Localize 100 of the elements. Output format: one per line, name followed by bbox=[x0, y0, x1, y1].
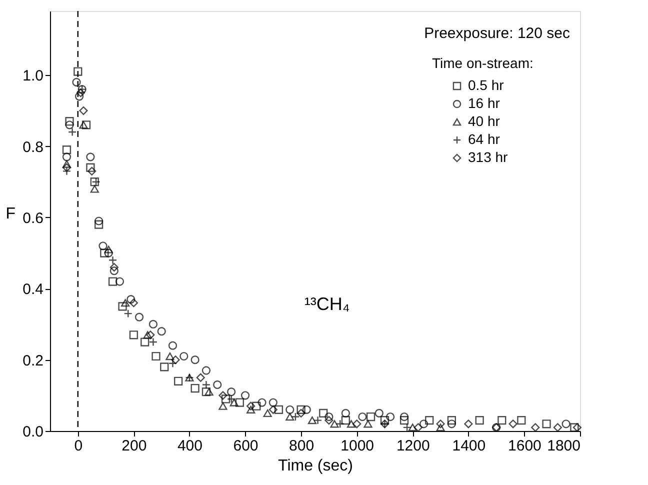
point bbox=[400, 416, 409, 425]
x-tick-label: 1400 bbox=[452, 438, 486, 454]
x-tick-label: 1600 bbox=[508, 438, 542, 454]
point bbox=[341, 416, 350, 425]
point bbox=[366, 412, 376, 422]
point bbox=[104, 246, 113, 254]
point bbox=[65, 117, 74, 126]
x-tick-label: 400 bbox=[177, 438, 202, 454]
point bbox=[324, 416, 334, 425]
point bbox=[140, 338, 150, 346]
y-tick-label: 1.0 bbox=[22, 68, 44, 85]
x-tick-label: 1200 bbox=[396, 438, 430, 454]
point bbox=[157, 327, 166, 336]
point bbox=[346, 420, 356, 428]
point bbox=[508, 420, 518, 428]
point bbox=[62, 146, 72, 154]
point bbox=[126, 295, 136, 304]
point bbox=[330, 420, 339, 428]
point bbox=[74, 67, 82, 76]
point bbox=[263, 409, 272, 418]
point bbox=[82, 120, 91, 130]
point bbox=[475, 416, 484, 425]
point bbox=[252, 402, 261, 410]
point bbox=[570, 423, 579, 432]
x-tick-label: 0 bbox=[74, 438, 83, 454]
annotation: Preexposure: 120 sec bbox=[424, 25, 570, 42]
point bbox=[62, 163, 72, 172]
point bbox=[268, 398, 278, 407]
y-tick-label: 0.0 bbox=[22, 424, 44, 440]
point bbox=[108, 277, 118, 286]
point bbox=[531, 423, 540, 432]
point bbox=[218, 391, 228, 400]
point bbox=[88, 166, 96, 176]
legend-label: 40 hr bbox=[468, 113, 500, 129]
legend-label: 0.5 hr bbox=[468, 77, 504, 93]
legend-label: 313 hr bbox=[468, 149, 508, 165]
point bbox=[100, 248, 109, 258]
point bbox=[286, 412, 294, 421]
point bbox=[227, 388, 236, 396]
point bbox=[542, 420, 551, 428]
point bbox=[76, 88, 85, 98]
point bbox=[296, 405, 306, 414]
point bbox=[174, 376, 183, 386]
point bbox=[190, 384, 200, 393]
point bbox=[129, 330, 138, 340]
point bbox=[94, 216, 104, 226]
point bbox=[240, 391, 250, 400]
x-tick-label: 600 bbox=[233, 438, 258, 454]
point bbox=[364, 420, 372, 428]
point bbox=[447, 416, 456, 425]
point bbox=[562, 420, 570, 428]
point bbox=[218, 402, 228, 410]
point bbox=[143, 331, 152, 339]
annotation: ¹³CH₄ bbox=[304, 294, 350, 314]
point bbox=[79, 121, 88, 129]
point bbox=[74, 92, 84, 101]
point bbox=[274, 405, 284, 414]
point bbox=[419, 420, 428, 428]
point bbox=[436, 424, 445, 432]
point bbox=[386, 412, 395, 422]
point bbox=[160, 362, 169, 372]
point bbox=[110, 266, 118, 276]
point bbox=[118, 302, 127, 311]
point bbox=[425, 416, 434, 425]
point bbox=[121, 299, 130, 307]
point bbox=[86, 163, 95, 172]
point bbox=[180, 352, 188, 361]
point bbox=[341, 408, 350, 418]
point bbox=[166, 352, 174, 360]
point bbox=[517, 416, 526, 425]
point bbox=[302, 405, 311, 414]
point bbox=[358, 412, 367, 422]
point bbox=[62, 160, 72, 168]
x-tick-label: 200 bbox=[122, 438, 147, 454]
y-tick-label: 0.4 bbox=[22, 281, 44, 298]
x-tick-label: 800 bbox=[289, 438, 314, 454]
y-tick-label: 0.6 bbox=[22, 210, 44, 227]
point bbox=[296, 408, 306, 418]
point bbox=[104, 248, 113, 258]
point bbox=[258, 398, 266, 407]
point bbox=[129, 298, 138, 308]
legend-label: 64 hr bbox=[468, 131, 500, 147]
point bbox=[115, 277, 124, 286]
point bbox=[235, 398, 244, 407]
y-tick-label: 0.8 bbox=[22, 138, 44, 156]
point bbox=[498, 416, 506, 425]
point bbox=[246, 402, 256, 410]
point bbox=[436, 420, 445, 428]
point bbox=[110, 262, 118, 272]
point bbox=[447, 420, 456, 428]
point bbox=[204, 388, 214, 396]
point bbox=[202, 388, 211, 396]
point bbox=[213, 380, 222, 390]
point bbox=[414, 423, 423, 432]
point bbox=[352, 420, 362, 428]
legend-label: 16 hr bbox=[468, 95, 500, 111]
point bbox=[62, 152, 72, 162]
point bbox=[190, 356, 200, 364]
point bbox=[400, 412, 409, 422]
x-axis-title: Time (sec) bbox=[278, 458, 353, 474]
